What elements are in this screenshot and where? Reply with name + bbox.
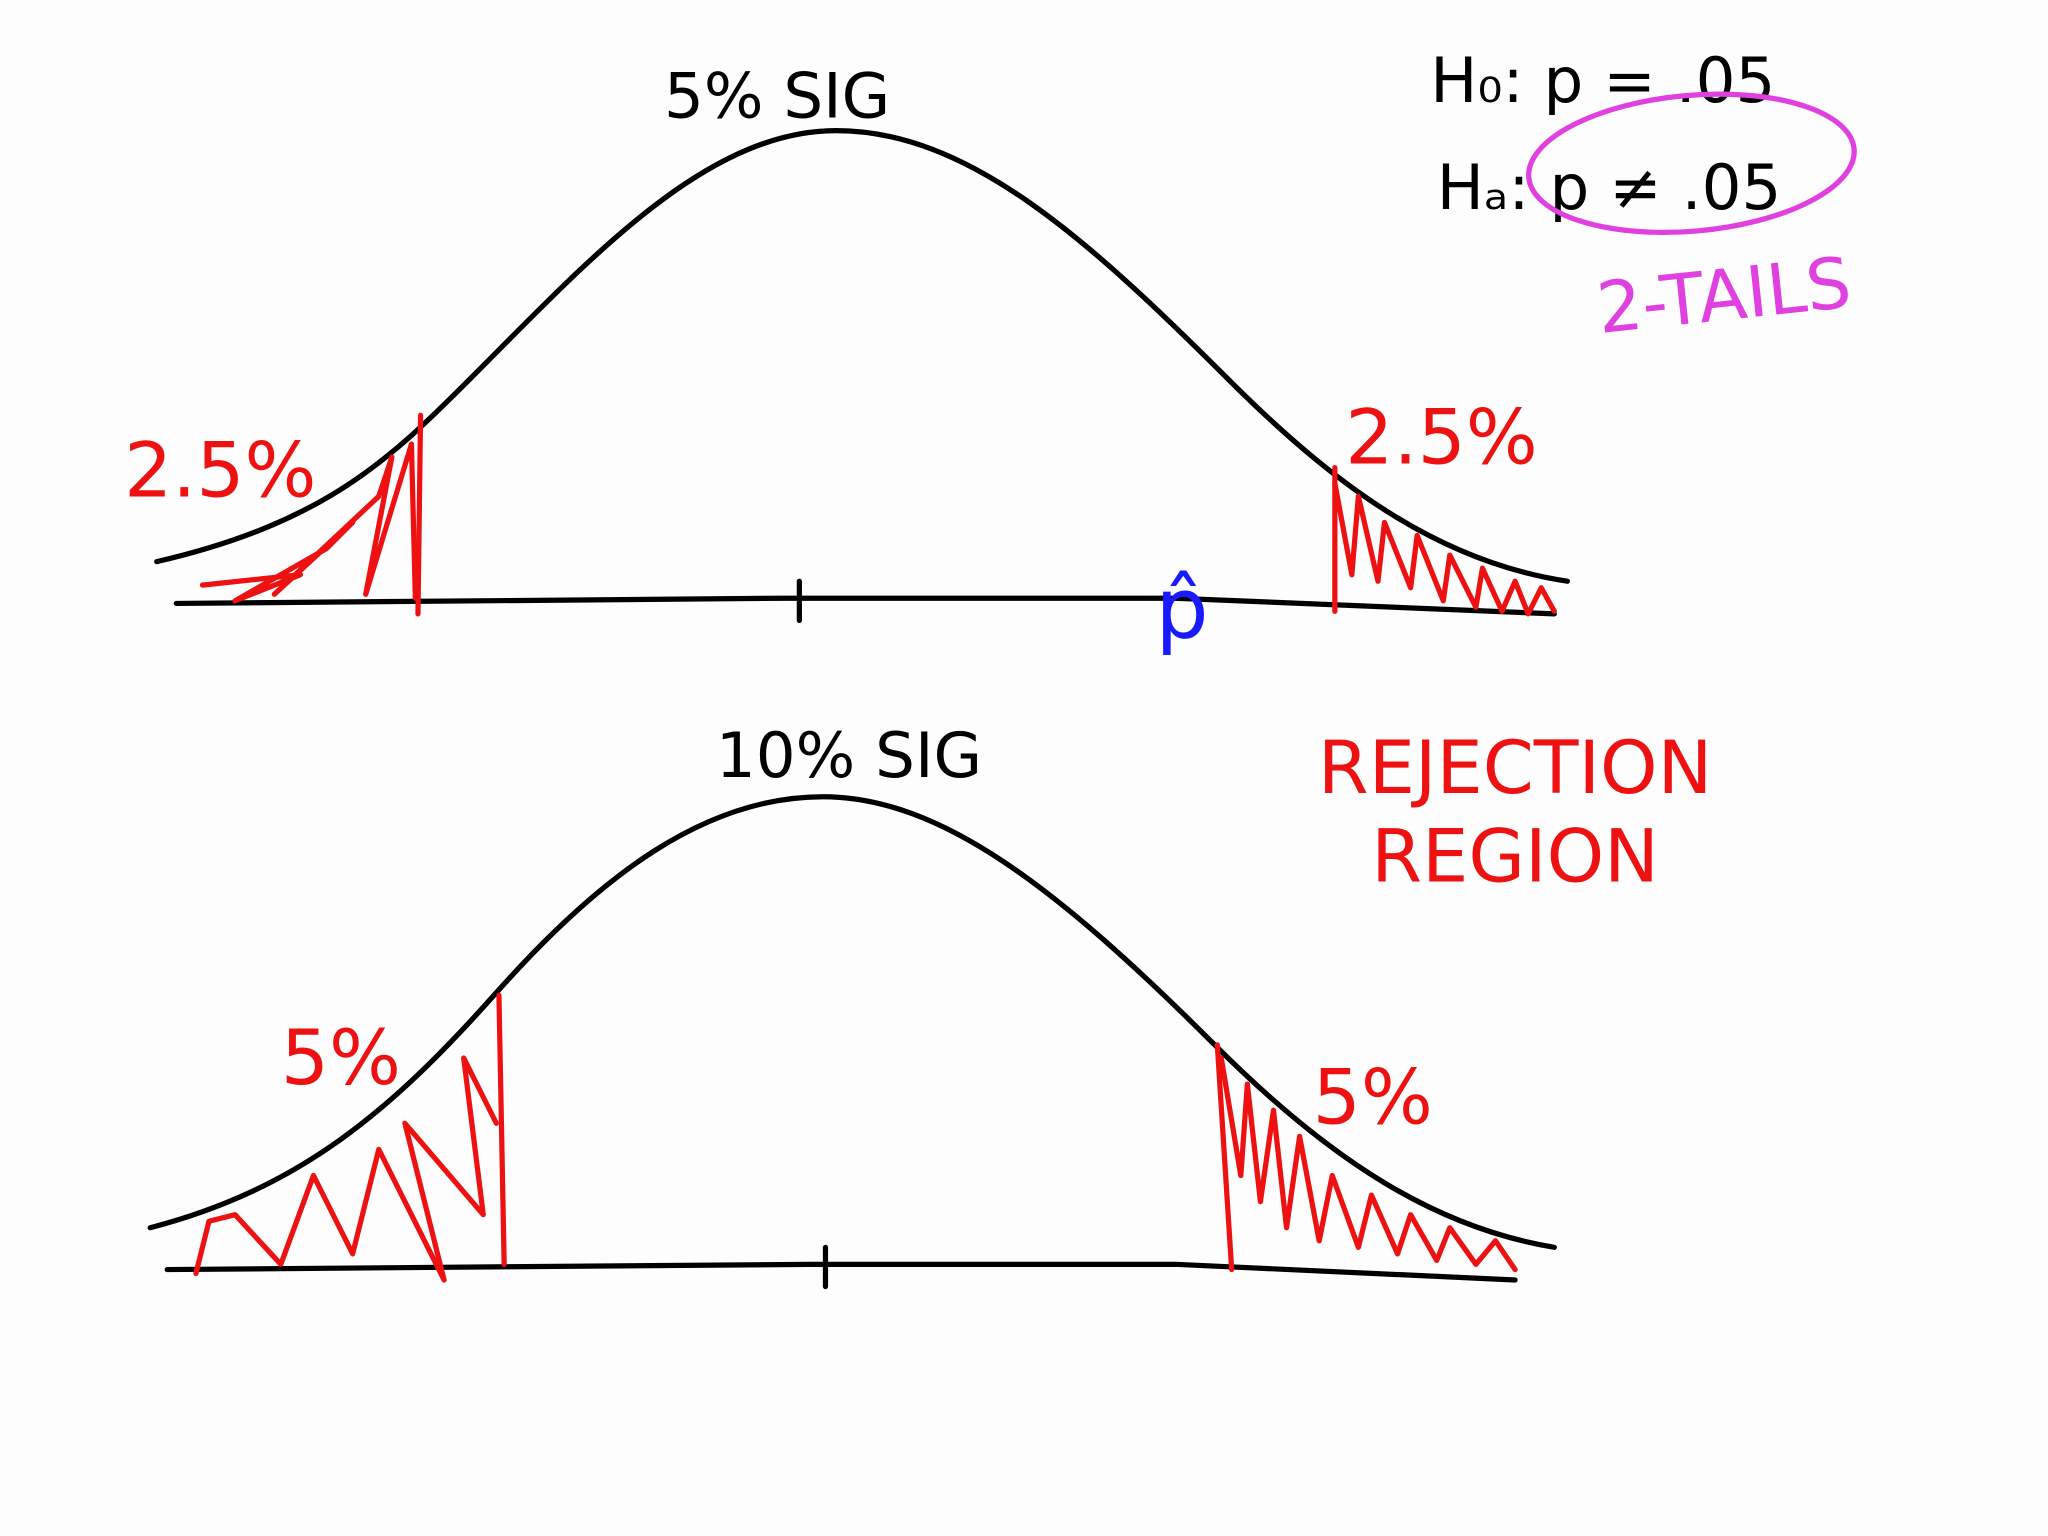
rejection-region-label: REJECTION REGION <box>1317 726 1713 900</box>
baseline <box>173 595 1557 617</box>
null-hypothesis: H₀: p = .05 <box>1430 44 1775 117</box>
bell-curve <box>154 128 1570 584</box>
right-shading <box>1332 480 1557 617</box>
hypotheses: H₀: p = .05 Hₐ: p ≠ .05 2-TAILS <box>1430 44 1857 350</box>
right-tail-label: 2.5% <box>1345 394 1537 482</box>
alternative-hypothesis: Hₐ: p ≠ .05 <box>1437 151 1782 224</box>
bottom-distribution: 10% SIG 5% 5% <box>147 719 1557 1290</box>
title: 5% SIG <box>664 60 890 133</box>
right-shading <box>1218 1055 1518 1273</box>
left-shading <box>193 1055 499 1283</box>
bell-curve <box>147 794 1557 1250</box>
right-tail-label: 5% <box>1313 1053 1433 1141</box>
left-tail-label: 2.5% <box>124 426 316 514</box>
highlight-circle <box>1526 91 1857 236</box>
baseline <box>164 1261 1518 1283</box>
left-cutoff <box>415 412 424 617</box>
right-cutoff <box>1214 1042 1235 1273</box>
title: 10% SIG <box>716 719 982 792</box>
p-hat-marker: p̂ <box>1156 559 1209 657</box>
left-tail-label: 5% <box>281 1014 401 1102</box>
left-shading <box>199 441 418 604</box>
top-distribution: 5% SIG 2.5% 2.5% p̂ <box>124 60 1570 657</box>
label-box: REJECTION REGION <box>1317 726 1713 900</box>
left-cutoff <box>496 992 507 1267</box>
